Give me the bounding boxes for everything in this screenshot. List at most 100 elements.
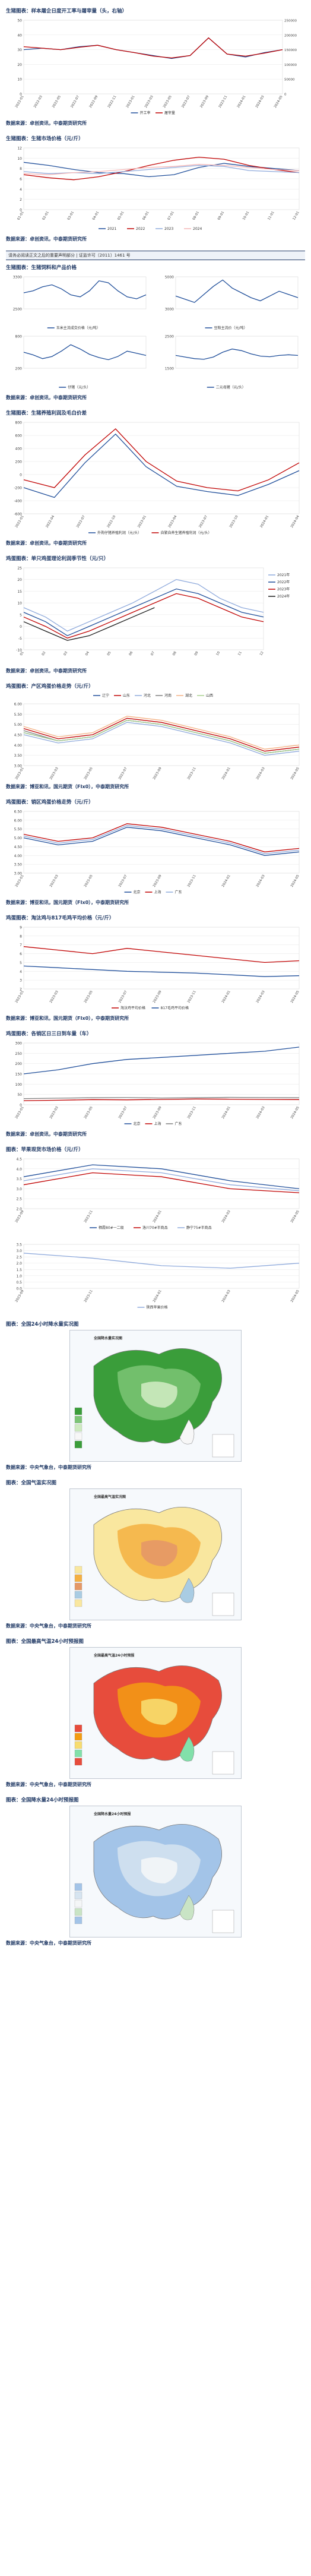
chart-section: 鸡蛋图表：产区鸡蛋价格走势（元/斤） 3.00 3.50 4.00 4.50 5.00 5.…: [6, 682, 305, 790]
legend-label: 河南: [164, 693, 172, 698]
series-line-0: [23, 37, 283, 59]
plot-area: [23, 927, 300, 990]
china-map-illustration: [74, 1824, 234, 1933]
chart-section: 鸡蛋图表：销区鸡蛋价格走势（元/斤） 3.00 3.50 4.00 4.50 5.00 5.…: [6, 798, 305, 906]
y-tick-label: 15: [17, 590, 22, 594]
legend-label: 广东: [175, 890, 182, 895]
x-tick-label: 01: [20, 651, 25, 656]
y-tick-label: 10: [17, 602, 22, 606]
legend-label: 上海: [154, 890, 161, 895]
series-line-2: [23, 825, 300, 854]
series-line-1: [23, 588, 264, 637]
line-chart: 2.0 2.5 3.0 3.5 4.0 4.5 2023-09 2023-11 2024-01 2…: [15, 1158, 300, 1231]
x-tick-label: 2024-05: [290, 1210, 300, 1224]
section-source: 数据来源：中央气象台，中泰期货研究所: [6, 1623, 91, 1629]
series-line-1: [23, 156, 300, 181]
plot-area: [23, 422, 300, 514]
legend-label: 山西: [206, 693, 213, 698]
legend-label: 上海: [154, 1121, 161, 1126]
line-chart: 1500 2500 二元母猪（元/头）: [165, 335, 299, 390]
x-tick-label: 2023-01: [15, 767, 25, 780]
china-map-illustration: [74, 1348, 234, 1458]
x-tick-label: 02-01: [42, 211, 50, 221]
section-source: 数据来源：卓创资讯，中泰期货研究所: [6, 541, 87, 546]
series-line-3: [23, 607, 155, 641]
series-line-0: [23, 579, 264, 632]
x-tick-label: 2024-01: [221, 1106, 231, 1120]
y-tick-label: 3.0: [16, 1249, 22, 1253]
plot-area: [23, 336, 147, 369]
y-tick-label: 5.00: [14, 836, 23, 840]
y-tick-label: 0: [20, 473, 22, 478]
x-tick-label: 2023-11: [187, 1106, 197, 1120]
x-tick-label: 2024-03: [256, 990, 266, 1004]
map-wrapper: 全国最高气温24小时预报: [6, 1647, 305, 1779]
x-tick-label: 2023-11: [187, 767, 197, 780]
x-tick-label: 2022-11: [107, 95, 118, 109]
section-source: 数据来源：卓创资讯，中泰期货研究所: [6, 236, 87, 242]
x-tick-label: 2024-01: [221, 767, 231, 780]
legend-color-box: [74, 1407, 82, 1415]
legend-label: 外购仔猪养殖利润（元/头）: [97, 530, 141, 535]
x-tick-label: 2023-11: [218, 95, 229, 109]
x-tick-label: 12: [259, 651, 265, 656]
x-tick-label: 2023-05: [84, 1106, 94, 1120]
x-tick-label: 02: [42, 651, 47, 656]
y-tick-label: 4.00: [14, 854, 23, 858]
x-tick-label: 2023-01: [15, 1106, 25, 1120]
x-tick-label: 2023-05: [84, 767, 94, 780]
inset-box: [212, 1434, 234, 1458]
mini-chart: 1500 2500 二元母猪（元/头）: [158, 333, 305, 392]
y-tick-label: 4.50: [14, 734, 23, 738]
section-title: 鸡蛋图表：淘汰鸡与817毛鸡平均价格（元/斤）: [6, 915, 115, 921]
series-line-1: [23, 718, 300, 752]
y-tick-label: 7: [20, 943, 22, 947]
x-tick-label: 2024-03: [255, 95, 265, 109]
legend-label: 2021: [107, 227, 116, 231]
legend-color-box: [74, 1883, 82, 1891]
map-section: 图表：全国最高气温24小时预报图 全国最高气温24小时预报 数据来源：中央气象台，中…: [6, 1638, 305, 1788]
y-tick-label: 30: [17, 48, 22, 52]
island-shape: [179, 1736, 195, 1762]
legend-color-box: [74, 1574, 82, 1582]
x-tick-label: 08: [172, 651, 177, 656]
y-tick-label: 4.0: [16, 1167, 22, 1171]
section-source: 数据来源：中央气象台，中泰期货研究所: [6, 1782, 91, 1787]
x-tick-label: 2023-09: [199, 95, 210, 109]
china-map-illustration: [74, 1507, 234, 1616]
y2-tick-label: 100000: [284, 64, 297, 67]
y-tick-label: 0: [20, 93, 22, 97]
y-tick-label: 10: [17, 157, 22, 161]
region-shape: [141, 1699, 177, 1725]
mini-chart-row: 200 800 仔猪（元/头） 1500 2500 二元母猪（元/头）: [6, 333, 305, 392]
chart-section: 鸡蛋图表：各销区日三日到车量（车） 0 50 100 150 200 250 300 2023-…: [6, 1030, 305, 1137]
series-line-1: [23, 965, 300, 977]
section-source: 数据来源：卓创资讯，中泰期货研究所: [6, 1131, 87, 1137]
x-tick-label: 2023-11: [84, 1210, 94, 1224]
y-tick-label: 3.00: [14, 872, 23, 876]
y-tick-label: 6: [20, 178, 22, 182]
x-tick-label: 2024-01: [259, 515, 269, 529]
series-line-2: [23, 1096, 300, 1099]
x-tick-label: 06-01: [142, 211, 150, 221]
x-tick-label: 2023-03: [49, 990, 59, 1004]
series-line-0: [175, 348, 299, 360]
y-tick-label: 50: [17, 19, 22, 23]
y-tick-label: 150: [15, 1073, 23, 1077]
legend-label: 淘汰鸡平均价格: [120, 1006, 145, 1010]
chart-section: 0.0 0.5 1.0 1.5 2.0 2.5 3.0 3.5 2023-09 2023-11 20…: [6, 1241, 305, 1312]
x-tick-label: 2023-09: [15, 1289, 25, 1303]
y-tick-label: -5: [18, 637, 22, 641]
x-tick-label: 2022-10: [107, 515, 117, 529]
line-chart: 0.0 0.5 1.0 1.5 2.0 2.5 3.0 3.5 2023-09 2023-11 20…: [15, 1243, 300, 1310]
y-tick-label: 0: [20, 625, 22, 629]
legend-label: 2022年: [277, 580, 290, 584]
y-tick-label: 3.50: [14, 863, 23, 867]
map-title: 全国最高气温实况图: [94, 1495, 126, 1499]
mini-chart: 2500 3300 玉米主流成交价格（元/吨）: [6, 273, 153, 333]
section-title: 图表：全国降水量24小时预报图: [6, 1797, 79, 1803]
mini-chart: 3000 5000 豆粕主流价（元/吨）: [158, 273, 305, 333]
series-line-2: [23, 1168, 300, 1191]
x-tick-label: 01-01: [17, 211, 25, 221]
line-chart: -600 -400 -200 0 200 400 600 800 2022-01 2022-04 2…: [14, 421, 300, 536]
